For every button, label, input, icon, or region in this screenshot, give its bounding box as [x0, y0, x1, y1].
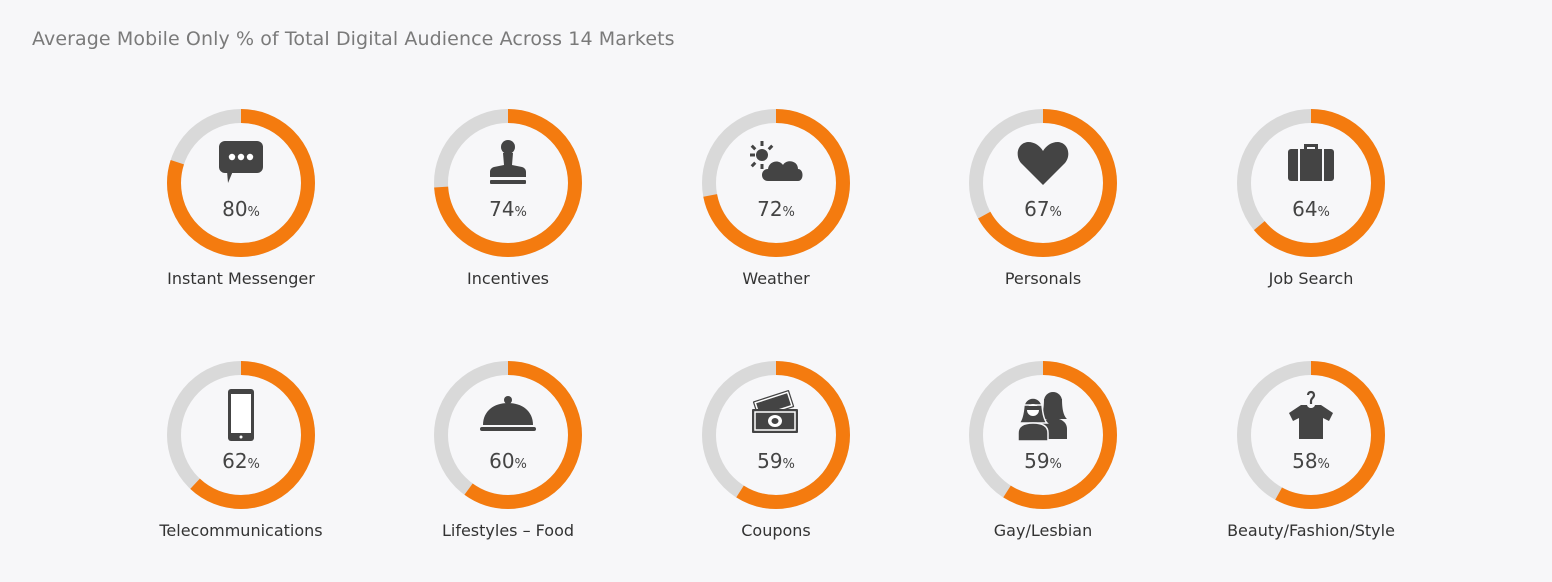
donut-value-arc — [702, 361, 850, 509]
percentage-sign: % — [782, 205, 795, 220]
percentage-value: 64% — [1237, 197, 1385, 221]
donut-value-arc — [702, 109, 850, 257]
donut-value-arc — [1237, 109, 1385, 257]
donut-chart — [969, 109, 1117, 257]
donut-chart — [167, 361, 315, 509]
category-label: Beauty/Fashion/Style — [1227, 521, 1395, 540]
category-label: Weather — [742, 269, 810, 288]
donut-ring: 62% — [167, 361, 315, 509]
couple-icon — [1013, 389, 1073, 442]
percentage-sign: % — [247, 205, 260, 220]
percentage-value: 72% — [702, 197, 850, 221]
food-cloche-icon — [478, 389, 538, 441]
percentage-number: 67 — [1024, 197, 1050, 221]
stamp-icon — [478, 137, 538, 189]
donut-chart — [167, 109, 315, 257]
category-label: Instant Messenger — [167, 269, 315, 288]
donut-value-arc — [167, 361, 315, 509]
percentage-value: 59% — [702, 449, 850, 473]
donut-item: 59% Coupons — [642, 361, 910, 571]
percentage-sign: % — [514, 205, 527, 220]
donut-ring: 59% — [969, 361, 1117, 509]
percentage-value: 59% — [969, 449, 1117, 473]
donut-chart — [1237, 109, 1385, 257]
chart-title: Average Mobile Only % of Total Digital A… — [32, 28, 675, 50]
category-label: Job Search — [1268, 269, 1354, 288]
donut-item: 80% Instant Messenger — [107, 109, 375, 319]
category-label: Incentives — [466, 269, 549, 288]
percentage-value: 62% — [167, 449, 315, 473]
donut-ring: 74% — [434, 109, 582, 257]
donut-chart — [702, 361, 850, 509]
percentage-sign: % — [514, 457, 527, 472]
percentage-number: 80 — [222, 197, 248, 221]
donut-item: 58% Beauty/Fashion/Style — [1177, 361, 1445, 571]
donut-chart — [434, 361, 582, 509]
percentage-sign: % — [247, 457, 260, 472]
percentage-value: 80% — [167, 197, 315, 221]
briefcase-icon — [1281, 137, 1341, 189]
percentage-number: 64 — [1292, 197, 1318, 221]
percentage-sign: % — [1317, 457, 1330, 472]
money-bills-icon — [746, 389, 806, 441]
donut-ring: 59% — [702, 361, 850, 509]
chat-bubble-icon — [211, 137, 271, 189]
percentage-value: 67% — [969, 197, 1117, 221]
donut-item: 74% Incentives — [374, 109, 642, 319]
donut-ring: 80% — [167, 109, 315, 257]
donut-chart — [702, 109, 850, 257]
donut-value-arc — [969, 109, 1117, 257]
donut-ring: 58% — [1237, 361, 1385, 509]
donut-value-arc — [434, 361, 582, 509]
percentage-number: 72 — [757, 197, 783, 221]
percentage-sign: % — [782, 457, 795, 472]
percentage-sign: % — [1049, 457, 1062, 472]
donut-ring: 64% — [1237, 109, 1385, 257]
percentage-number: 60 — [489, 449, 515, 473]
donut-item: 59% Gay/Lesbian — [909, 361, 1177, 571]
percentage-number: 59 — [757, 449, 783, 473]
donut-chart — [969, 361, 1117, 509]
category-label: Coupons — [741, 521, 811, 540]
donut-chart — [434, 109, 582, 257]
donut-item: 62% Telecommunications — [107, 361, 375, 571]
percentage-value: 58% — [1237, 449, 1385, 473]
percentage-value: 60% — [434, 449, 582, 473]
percentage-value: 74% — [434, 197, 582, 221]
percentage-number: 58 — [1292, 449, 1318, 473]
donut-value-arc — [1237, 361, 1385, 509]
donut-ring: 60% — [434, 361, 582, 509]
category-label: Lifestyles – Food — [441, 521, 575, 540]
donut-value-arc — [167, 109, 315, 257]
percentage-number: 62 — [222, 449, 248, 473]
percentage-number: 74 — [489, 197, 515, 221]
category-label: Personals — [1004, 269, 1082, 288]
category-label: Gay/Lesbian — [993, 521, 1093, 540]
category-label: Telecommunications — [159, 521, 323, 540]
heart-icon — [1013, 137, 1073, 189]
donut-ring: 67% — [969, 109, 1117, 257]
percentage-sign: % — [1049, 205, 1062, 220]
donut-ring: 72% — [702, 109, 850, 257]
sun-cloud-icon — [746, 137, 806, 189]
shirt-hanger-icon — [1281, 389, 1341, 441]
donut-item: 72% Weather — [642, 109, 910, 319]
donut-item: 60% Lifestyles – Food — [374, 361, 642, 571]
donut-value-arc — [969, 361, 1117, 509]
donut-chart — [1237, 361, 1385, 509]
donut-value-arc — [434, 109, 582, 257]
percentage-number: 59 — [1024, 449, 1050, 473]
percentage-sign: % — [1317, 205, 1330, 220]
smartphone-icon — [211, 389, 271, 441]
donut-item: 67% Personals — [909, 109, 1177, 319]
donut-item: 64% Job Search — [1177, 109, 1445, 319]
